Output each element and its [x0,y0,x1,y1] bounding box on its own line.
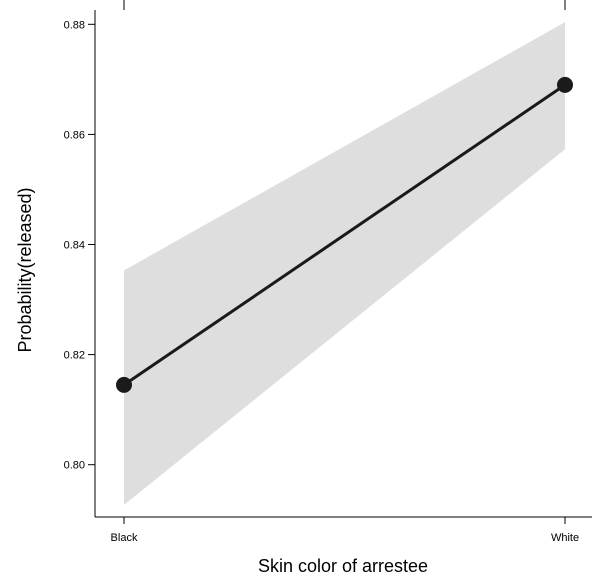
effect-line [123,83,566,387]
x-tick-label: Black [111,532,138,544]
x-tick-label: White [551,532,579,544]
confidence-band [124,22,565,505]
effect-point-black [116,376,132,393]
x-axis-title: Skin color of arrestee [258,556,428,576]
y-tick-label: 0.80 [64,460,85,472]
effect-point-white [557,76,573,93]
y-tick-label: 0.82 [64,350,85,362]
y-tick-label: 0.86 [64,129,85,141]
y-tick-label: 0.84 [64,240,85,252]
y-axis-title: Probability(released) [15,187,35,352]
axes-layer: 0.80 0.82 0.84 0.86 0.88 Black White [64,0,579,544]
effect-line-layer [116,76,573,393]
confidence-band-layer [124,22,565,505]
plot-frame-layer [94,10,592,518]
y-tick-label: 0.88 [64,19,85,31]
